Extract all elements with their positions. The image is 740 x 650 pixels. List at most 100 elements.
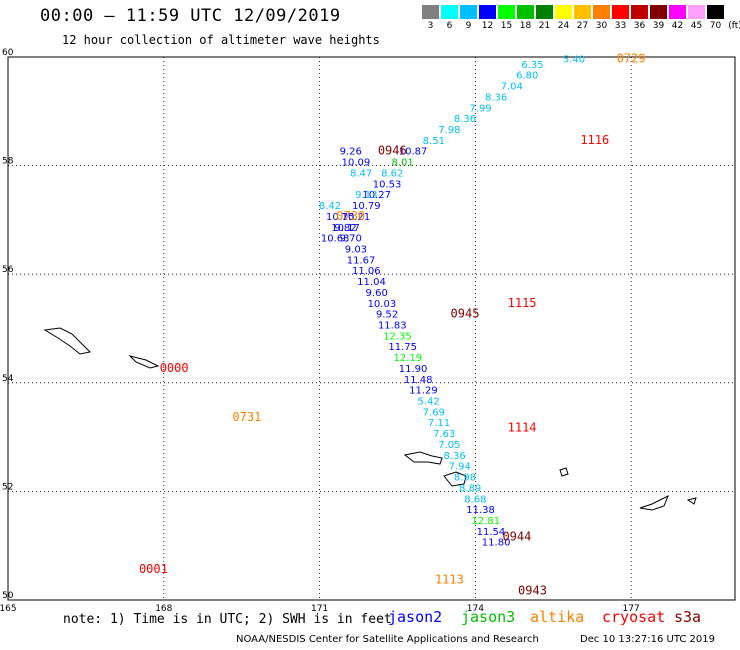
pass-time-label: 1113: [435, 573, 464, 587]
wave-height-value: 11.67: [347, 255, 376, 266]
wave-height-value: 6.35: [521, 60, 543, 71]
scale-swatch: [669, 5, 686, 19]
scale-label: 18: [519, 21, 532, 31]
wave-height-value: 7.94: [449, 462, 471, 473]
wave-height-value: 9.13: [355, 190, 377, 201]
wave-height-value: 8.01: [392, 158, 414, 169]
wave-height-value: 7.98: [438, 125, 460, 136]
lat-tick-label: 58: [2, 157, 14, 167]
wave-height-value: 7.04: [501, 82, 523, 93]
legend-s3a: s3a: [674, 608, 702, 626]
pass-time-label: 0945: [451, 307, 480, 321]
island: [128, 355, 160, 369]
scale-label: 21: [538, 21, 551, 31]
wave-height-value: 5.40: [563, 54, 585, 65]
scale-label: 45: [690, 21, 703, 31]
wave-height-value: 11.83: [378, 321, 407, 332]
wave-height-value: 10.21: [342, 212, 371, 223]
scale-swatch: [422, 5, 439, 19]
wave-height-value: 8.68: [464, 494, 486, 505]
island: [443, 471, 467, 487]
lat-tick-label: 54: [2, 374, 14, 384]
scale-label: 15: [500, 21, 513, 31]
wave-height-value: 11.38: [466, 505, 495, 516]
legend-altika: altika: [530, 608, 585, 626]
scale-label: 3: [427, 21, 434, 31]
island: [639, 494, 669, 511]
wave-height-value: 11.54: [477, 527, 506, 538]
wave-height-value: 11.06: [352, 266, 381, 277]
wave-height-value: 9.03: [345, 244, 367, 255]
wave-height-value: 10.27: [362, 190, 391, 201]
island: [686, 497, 697, 505]
wave-height-value: 11.48: [404, 375, 433, 386]
wave-height-value: 8.62: [381, 168, 403, 179]
island: [559, 467, 569, 477]
scale-label: 39: [652, 21, 665, 31]
lon-tick-label: 171: [311, 604, 328, 614]
wave-height-value: 7.69: [423, 407, 445, 418]
lon-tick-label: 168: [155, 604, 172, 614]
island: [43, 327, 92, 355]
wave-height-value: 10.87: [399, 147, 428, 158]
pass-time-label: 0000: [160, 361, 189, 375]
lat-tick-label: 52: [2, 482, 13, 492]
wave-height-value: 9.52: [376, 310, 398, 321]
lat-tick-label: 50: [2, 591, 14, 601]
scale-label: 24: [557, 21, 570, 31]
pass-time-label: 0730: [336, 209, 365, 223]
scale-swatch: [612, 5, 629, 19]
wave-height-value: 9.82: [334, 223, 356, 234]
scale-swatch: [574, 5, 591, 19]
wave-height-value: 11.75: [388, 342, 417, 353]
lat-tick-label: 60: [2, 48, 14, 58]
scale-label: 36: [633, 21, 646, 31]
legend-jason3: jason3: [461, 608, 516, 626]
scale-swatch: [650, 5, 667, 19]
footer-note: note: 1) Time is in UTC; 2) SWH is in fe…: [63, 612, 392, 627]
pass-time-label: 0946: [378, 144, 407, 158]
wave-height-value: 9.70: [340, 234, 362, 245]
data-points: 5.406.356.807.048.367.998.367.988.5110.8…: [319, 54, 585, 548]
wave-height-value: 5.42: [417, 397, 439, 408]
wave-height-value: 8.36: [454, 114, 476, 125]
pass-time-labels: 0729 1116 0946 0730 1115 0945 0000 0731 1114 0944…: [139, 51, 646, 597]
scale-swatch: [441, 5, 458, 19]
wave-height-value: 9.60: [366, 288, 388, 299]
pass-time-label: 1114: [508, 421, 537, 435]
wave-height-value: 8.89: [459, 483, 481, 494]
pass-time-label: 1116: [580, 133, 609, 147]
wave-height-value: 10.03: [368, 299, 397, 310]
axis-labels: 60 58 56 54 52 50 165 168 171 174 177: [0, 48, 640, 614]
scale-label: 70: [709, 21, 722, 31]
coastline: [43, 327, 697, 511]
scale-label: 12: [481, 21, 494, 31]
lon-tick-label: 177: [623, 604, 640, 614]
wave-height-value: 10.63: [321, 234, 350, 245]
wave-height-value: 11.04: [357, 277, 386, 288]
wave-height-value: 10.53: [373, 179, 402, 190]
wave-height-value: 7.11: [428, 418, 450, 429]
lon-tick-label: 165: [0, 604, 17, 614]
scale-label: 27: [576, 21, 589, 31]
wave-height-value: 7.99: [469, 103, 491, 114]
scale-unit: (ft): [728, 21, 740, 31]
wave-height-value: 7.05: [438, 440, 460, 451]
scale-swatch: [707, 5, 724, 19]
chart-title: 00:00 – 11:59 UTC 12/09/2019: [40, 6, 341, 26]
legend-cryosat: cryosat: [602, 608, 666, 626]
wave-height-value: 10.17: [331, 223, 360, 234]
wave-height-value: 8.51: [423, 136, 445, 147]
pass-time-label: 0944: [502, 529, 531, 543]
wave-height-value: 6.80: [516, 71, 538, 82]
chart-subtitle: 12 hour collection of altimeter wave hei…: [62, 33, 380, 47]
wave-height-value: 9.26: [340, 147, 362, 158]
scale-label: 33: [614, 21, 627, 31]
wave-height-value: 11.90: [399, 364, 428, 375]
lon-tick-label: 174: [467, 604, 484, 614]
pass-time-label: 1115: [508, 296, 537, 310]
wave-height-value: 7.63: [433, 429, 455, 440]
scale-label: 42: [671, 21, 684, 31]
pass-time-label: 0731: [232, 410, 261, 424]
scale-swatch: [593, 5, 610, 19]
